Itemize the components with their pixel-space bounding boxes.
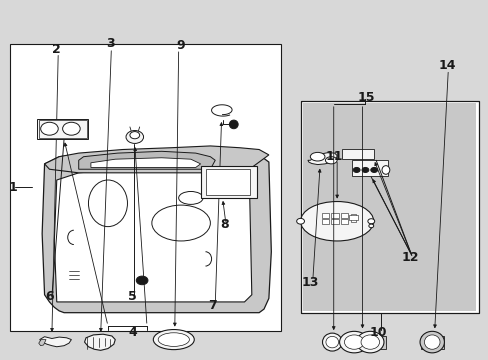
Bar — [303, 103, 475, 311]
Ellipse shape — [325, 336, 338, 348]
Ellipse shape — [229, 120, 238, 129]
Ellipse shape — [152, 205, 210, 241]
Text: 13: 13 — [301, 276, 318, 289]
Bar — [10, 44, 281, 330]
Ellipse shape — [136, 276, 148, 285]
Bar — [340, 219, 347, 224]
Ellipse shape — [310, 152, 325, 161]
Ellipse shape — [367, 219, 374, 224]
Text: 7: 7 — [208, 299, 217, 312]
Ellipse shape — [339, 331, 368, 353]
Bar — [330, 213, 338, 218]
Ellipse shape — [361, 167, 368, 172]
Polygon shape — [44, 146, 268, 173]
Text: 6: 6 — [45, 290, 54, 303]
Bar — [341, 149, 373, 159]
Ellipse shape — [381, 166, 389, 174]
Ellipse shape — [419, 331, 444, 353]
Bar — [39, 121, 87, 138]
Ellipse shape — [62, 122, 80, 135]
Bar — [37, 119, 88, 139]
Ellipse shape — [300, 202, 373, 241]
Ellipse shape — [126, 131, 143, 143]
Polygon shape — [79, 151, 215, 169]
Text: 5: 5 — [128, 290, 137, 303]
Bar — [340, 213, 347, 218]
Ellipse shape — [158, 333, 189, 346]
Ellipse shape — [356, 331, 383, 353]
Bar — [300, 101, 478, 313]
Polygon shape — [91, 158, 200, 167]
Polygon shape — [39, 339, 46, 346]
Bar — [351, 160, 387, 176]
Bar — [350, 214, 355, 222]
Ellipse shape — [344, 335, 363, 349]
Bar — [321, 219, 328, 224]
Ellipse shape — [360, 335, 379, 349]
Bar — [330, 219, 338, 224]
Ellipse shape — [352, 167, 359, 172]
Bar — [351, 336, 385, 348]
Text: 2: 2 — [52, 42, 61, 55]
Text: 12: 12 — [401, 251, 418, 264]
Ellipse shape — [296, 219, 304, 224]
Ellipse shape — [130, 132, 140, 139]
Ellipse shape — [322, 333, 341, 351]
Bar — [300, 101, 478, 313]
Ellipse shape — [153, 329, 194, 350]
Text: 15: 15 — [357, 91, 374, 104]
Polygon shape — [84, 334, 115, 350]
Bar — [420, 336, 444, 348]
Ellipse shape — [41, 122, 58, 135]
Text: 14: 14 — [437, 59, 455, 72]
Ellipse shape — [370, 167, 377, 172]
Text: 4: 4 — [128, 326, 137, 339]
Polygon shape — [40, 337, 71, 347]
Text: 1: 1 — [8, 181, 17, 194]
Text: 9: 9 — [177, 39, 185, 52]
Bar — [206, 169, 250, 195]
Ellipse shape — [424, 335, 439, 349]
Text: 8: 8 — [220, 218, 229, 231]
Text: 11: 11 — [325, 150, 343, 163]
Polygon shape — [307, 153, 336, 165]
Polygon shape — [42, 149, 271, 313]
Text: 3: 3 — [106, 37, 115, 50]
Ellipse shape — [368, 224, 373, 228]
Polygon shape — [54, 167, 251, 302]
Bar — [348, 215, 357, 220]
Ellipse shape — [178, 192, 203, 204]
Bar — [200, 166, 256, 198]
Bar — [321, 213, 328, 218]
Ellipse shape — [325, 157, 336, 164]
Text: 10: 10 — [369, 326, 386, 339]
Ellipse shape — [88, 180, 127, 226]
